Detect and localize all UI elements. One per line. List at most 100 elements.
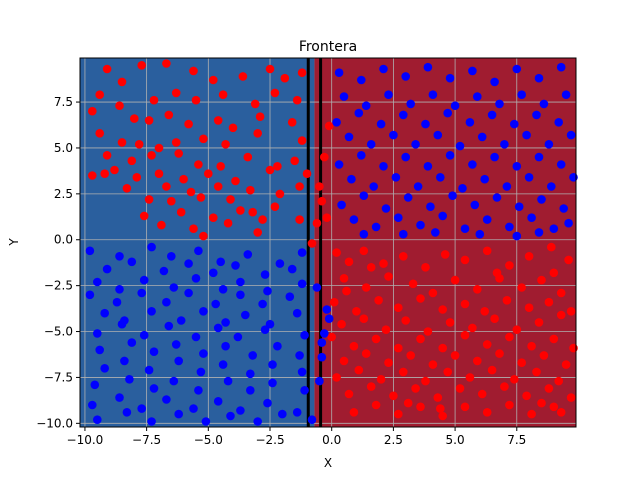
scatter-point	[450, 351, 460, 360]
scatter-point	[120, 356, 129, 366]
scatter-point	[297, 136, 307, 145]
scatter-point	[221, 341, 230, 351]
scatter-point	[369, 182, 379, 191]
y-tick-label: 0.0	[54, 233, 73, 247]
scatter-point	[473, 92, 482, 101]
scatter-point	[433, 393, 443, 402]
scatter-point	[349, 341, 359, 351]
scatter-point	[495, 349, 504, 358]
scatter-point	[411, 140, 420, 149]
scatter-point	[312, 283, 322, 292]
scatter-point	[443, 367, 453, 377]
scatter-point	[554, 376, 563, 386]
scatter-point	[278, 409, 287, 419]
scatter-point	[512, 231, 522, 241]
scatter-point	[169, 283, 179, 292]
scatter-point	[337, 319, 346, 329]
scatter-point	[223, 218, 233, 228]
scatter-point	[171, 138, 181, 147]
plot-frame	[79, 57, 577, 428]
scatter-point	[273, 162, 282, 171]
scatter-point	[547, 182, 556, 191]
scatter-point	[147, 307, 156, 316]
scatter-point	[253, 228, 262, 237]
scatter-point	[324, 121, 334, 131]
region-1	[314, 58, 576, 427]
scatter-point	[512, 162, 522, 171]
scatter-point	[514, 202, 524, 211]
scatter-point	[290, 156, 300, 166]
scatter-point	[243, 250, 253, 259]
scatter-point	[162, 182, 171, 191]
scatter-point	[322, 305, 332, 314]
scatter-point	[275, 189, 285, 199]
scatter-point	[470, 200, 480, 210]
scatter-point	[127, 338, 137, 347]
scatter-point	[505, 332, 514, 342]
scatter-point	[132, 173, 142, 182]
scatter-point	[297, 68, 307, 77]
scatter-point	[260, 325, 270, 335]
scatter-point	[137, 61, 146, 70]
scatter-point	[401, 316, 411, 325]
scatter-point	[100, 364, 109, 373]
scatter-point	[384, 358, 393, 368]
scatter-point	[500, 382, 509, 391]
scatter-point	[468, 323, 477, 333]
scatter-point	[194, 386, 203, 395]
scatter-point	[287, 264, 297, 274]
scatter-point	[534, 228, 544, 237]
scatter-point	[465, 373, 475, 382]
scatter-point	[561, 360, 571, 369]
scatter-point	[196, 193, 206, 202]
scatter-point	[564, 255, 573, 265]
scatter-point	[556, 288, 566, 298]
scatter-point	[534, 73, 544, 83]
scatter-point	[102, 264, 112, 274]
scatter-point	[125, 375, 134, 384]
scatter-point	[167, 251, 176, 261]
scatter-point	[376, 119, 386, 129]
scatter-point	[317, 338, 327, 347]
scatter-point	[199, 134, 208, 144]
scatter-point	[549, 224, 559, 233]
scatter-point	[436, 404, 445, 413]
scatter-point	[93, 415, 102, 425]
scatter-point	[517, 358, 526, 368]
scatter-point	[112, 297, 122, 307]
scatter-point	[93, 277, 102, 287]
scatter-point	[487, 365, 497, 375]
scatter-point	[438, 411, 448, 421]
scatter-point	[88, 400, 97, 410]
scatter-point	[344, 257, 354, 267]
scatter-point	[381, 325, 391, 335]
scatter-point	[154, 143, 164, 153]
scatter-point	[115, 251, 124, 261]
scatter-point	[495, 99, 504, 109]
scatter-point	[144, 365, 154, 375]
scatter-point	[477, 389, 487, 399]
scatter-point	[517, 90, 526, 99]
scatter-point	[416, 294, 425, 303]
scatter-point	[361, 349, 371, 358]
scatter-point	[273, 341, 282, 351]
scatter-point	[174, 356, 183, 366]
scatter-point	[320, 152, 329, 162]
scatter-point	[317, 352, 327, 362]
scatter-point	[332, 248, 341, 257]
scatter-point	[307, 239, 317, 248]
scatter-point	[246, 185, 255, 195]
scatter-point	[421, 263, 430, 272]
scatter-point	[280, 73, 290, 83]
scatter-point	[268, 360, 277, 369]
scatter-point	[221, 140, 230, 149]
scatter-point	[162, 297, 171, 307]
scatter-point	[90, 380, 100, 390]
scatter-point	[426, 202, 435, 211]
scatter-point	[243, 152, 253, 162]
scatter-point	[302, 169, 312, 178]
scatter-point	[231, 261, 240, 270]
scatter-point	[226, 411, 235, 421]
scatter-point	[315, 182, 324, 191]
scatter-point	[339, 356, 349, 366]
